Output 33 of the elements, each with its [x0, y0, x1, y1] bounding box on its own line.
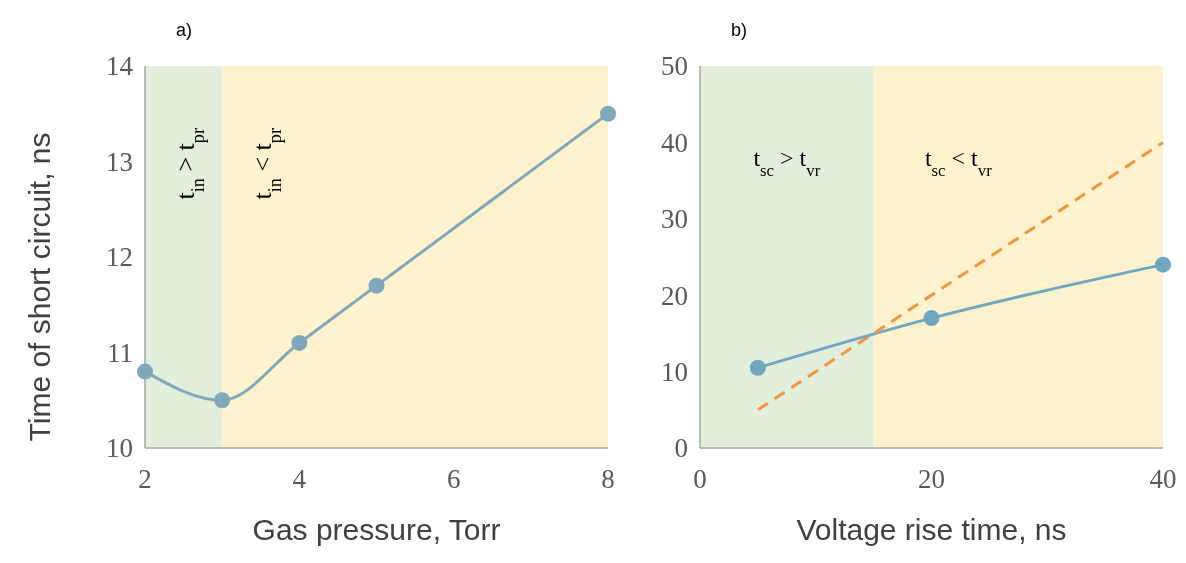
- y-tick-label: 11: [107, 337, 133, 368]
- x-tick-label: 0: [693, 464, 707, 494]
- y-tick-label: 20: [661, 280, 688, 311]
- point: [214, 392, 231, 409]
- point: [291, 334, 308, 351]
- x-axis-title: Voltage rise time, ns: [796, 513, 1067, 546]
- chart-title: b): [731, 20, 748, 40]
- point: [137, 363, 153, 380]
- chart-title: a): [176, 20, 193, 40]
- y-tick-label: 30: [661, 204, 688, 235]
- point: [749, 359, 766, 376]
- y-tick-label: 0: [674, 433, 688, 464]
- y-tick-label: 14: [106, 51, 134, 82]
- x-axis-title: Gas pressure, Torr: [252, 513, 501, 546]
- y-tick-label: 13: [106, 146, 133, 177]
- x-tick-label: 6: [446, 464, 461, 494]
- annotation: t$_{sc}$ < t$_{vr}$: [924, 145, 993, 180]
- y-tick-label: 50: [661, 51, 688, 82]
- x-tick-label: 4: [292, 464, 307, 494]
- point: [1155, 256, 1171, 273]
- x-tick-label: 2: [138, 464, 152, 494]
- y-tick-label: 10: [661, 357, 688, 388]
- y-tick-label: 12: [106, 242, 133, 273]
- x-tick-label: 40: [1149, 464, 1177, 494]
- y-tick-label: 10: [106, 433, 133, 464]
- x-tick-label: 20: [918, 464, 945, 494]
- y-tick-label: 40: [661, 127, 688, 158]
- point: [368, 277, 385, 294]
- point: [600, 105, 616, 122]
- annotation: t$_{sc}$ > t$_{vr}$: [753, 145, 821, 180]
- y-axis-title: Time of short circuit, ns: [23, 132, 56, 442]
- x-tick-label: 8: [601, 464, 615, 494]
- point: [923, 310, 940, 327]
